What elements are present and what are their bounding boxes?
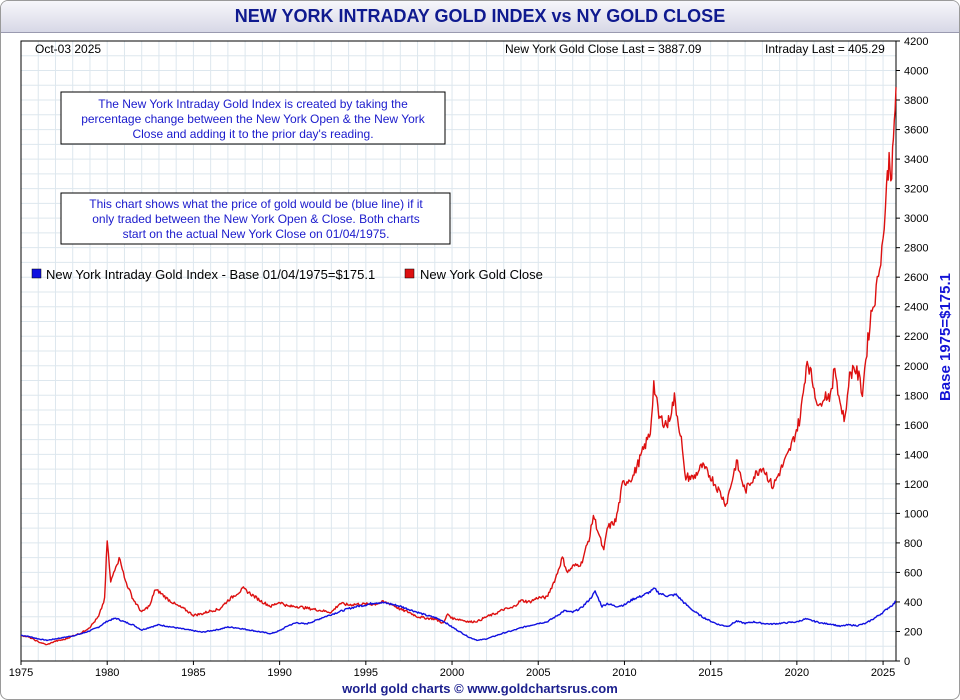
x-tick-label: 1990 [267,667,291,679]
y-tick-label: 2600 [904,272,928,284]
y-tick-label: 2800 [904,243,928,255]
axes: 0 200 400 600 800 1000 1200 1400 1600 1800 2000 220… [9,36,929,679]
x-tick-label: 2000 [440,667,464,679]
ny-close-last: New York Gold Close Last = 3887.09 [505,42,702,56]
y-tick-label: 3000 [904,213,928,225]
y-tick-label: 3800 [904,95,928,107]
series [20,87,897,646]
y-tick-label: 2000 [904,361,928,373]
y-tick-label: 1800 [904,390,928,402]
y-tick-label: 800 [904,538,922,550]
intraday-last: Intraday Last = 405.29 [765,42,885,56]
legend-swatch-close [404,268,415,279]
y-tick-label: 1600 [904,420,928,432]
chart-title: NEW YORK INTRADAY GOLD INDEX vs NY GOLD … [1,1,959,33]
legend-label-close: New York Gold Close [420,267,543,282]
y-tick-label: 2400 [904,302,928,314]
note-1-line-3: Close and adding it to the prior day's r… [132,127,373,141]
legend: New York Intraday Gold Index - Base 01/0… [31,267,543,282]
y-tick-label: 200 [904,626,922,638]
x-tick-label: 1995 [354,667,378,679]
series-line-intraday [20,587,897,642]
y-tick-label: 400 [904,597,922,609]
y-tick-label: 1400 [904,449,928,461]
y-tick-label: 1200 [904,479,928,491]
y-tick-label: 600 [904,567,922,579]
note-2-line-2: only traded between the New York Open & … [92,212,420,226]
plot-border [20,40,897,662]
note-2-line-3: start on the actual New York Close on 01… [123,227,390,241]
x-tick-label: 1985 [181,667,205,679]
x-tick-label: 2020 [785,667,809,679]
legend-label-intraday: New York Intraday Gold Index - Base 01/0… [46,267,375,282]
y-tick-label: 2200 [904,331,928,343]
info-note-2: This chart shows what the price of gold … [60,192,451,245]
y-tick-label: 4200 [904,36,928,48]
note-1-line-2: percentage change between the New York O… [81,112,426,126]
y-tick-label: 3400 [904,154,928,166]
y-tick-label: 4000 [904,66,928,78]
x-tick-label: 2005 [526,667,550,679]
x-tick-label: 1975 [9,667,33,679]
note-1-line-1: The New York Intraday Gold Index is crea… [98,97,408,111]
y-tick-label: 3600 [904,125,928,137]
y-axis-label: Base 1975=$175.1 [937,273,954,401]
y-tick-label: 3200 [904,184,928,196]
chart-date: Oct-03 2025 [35,42,101,56]
note-2-line-1: This chart shows what the price of gold … [89,197,423,211]
y-tick-label: 0 [904,656,910,668]
series-line-close [20,87,897,646]
x-tick-label: 2010 [612,667,636,679]
y-tick-label: 1000 [904,508,928,520]
x-tick-label: 2015 [698,667,722,679]
legend-swatch-intraday [31,268,42,279]
x-tick-label: 1980 [95,667,119,679]
info-note-1: The New York Intraday Gold Index is crea… [60,91,446,145]
x-tick-label: 2025 [871,667,895,679]
footer-credit: world gold charts © www.goldchartsrus.co… [342,681,618,696]
